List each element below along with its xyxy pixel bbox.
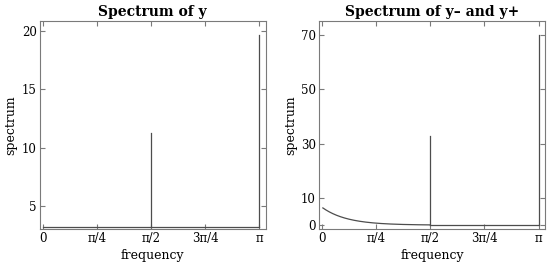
- Title: Spectrum of y– and y+: Spectrum of y– and y+: [345, 5, 519, 19]
- Title: Spectrum of y: Spectrum of y: [98, 5, 207, 19]
- Y-axis label: spectrum: spectrum: [284, 96, 297, 155]
- X-axis label: frequency: frequency: [121, 249, 185, 262]
- X-axis label: frequency: frequency: [400, 249, 464, 262]
- Y-axis label: spectrum: spectrum: [5, 96, 18, 155]
